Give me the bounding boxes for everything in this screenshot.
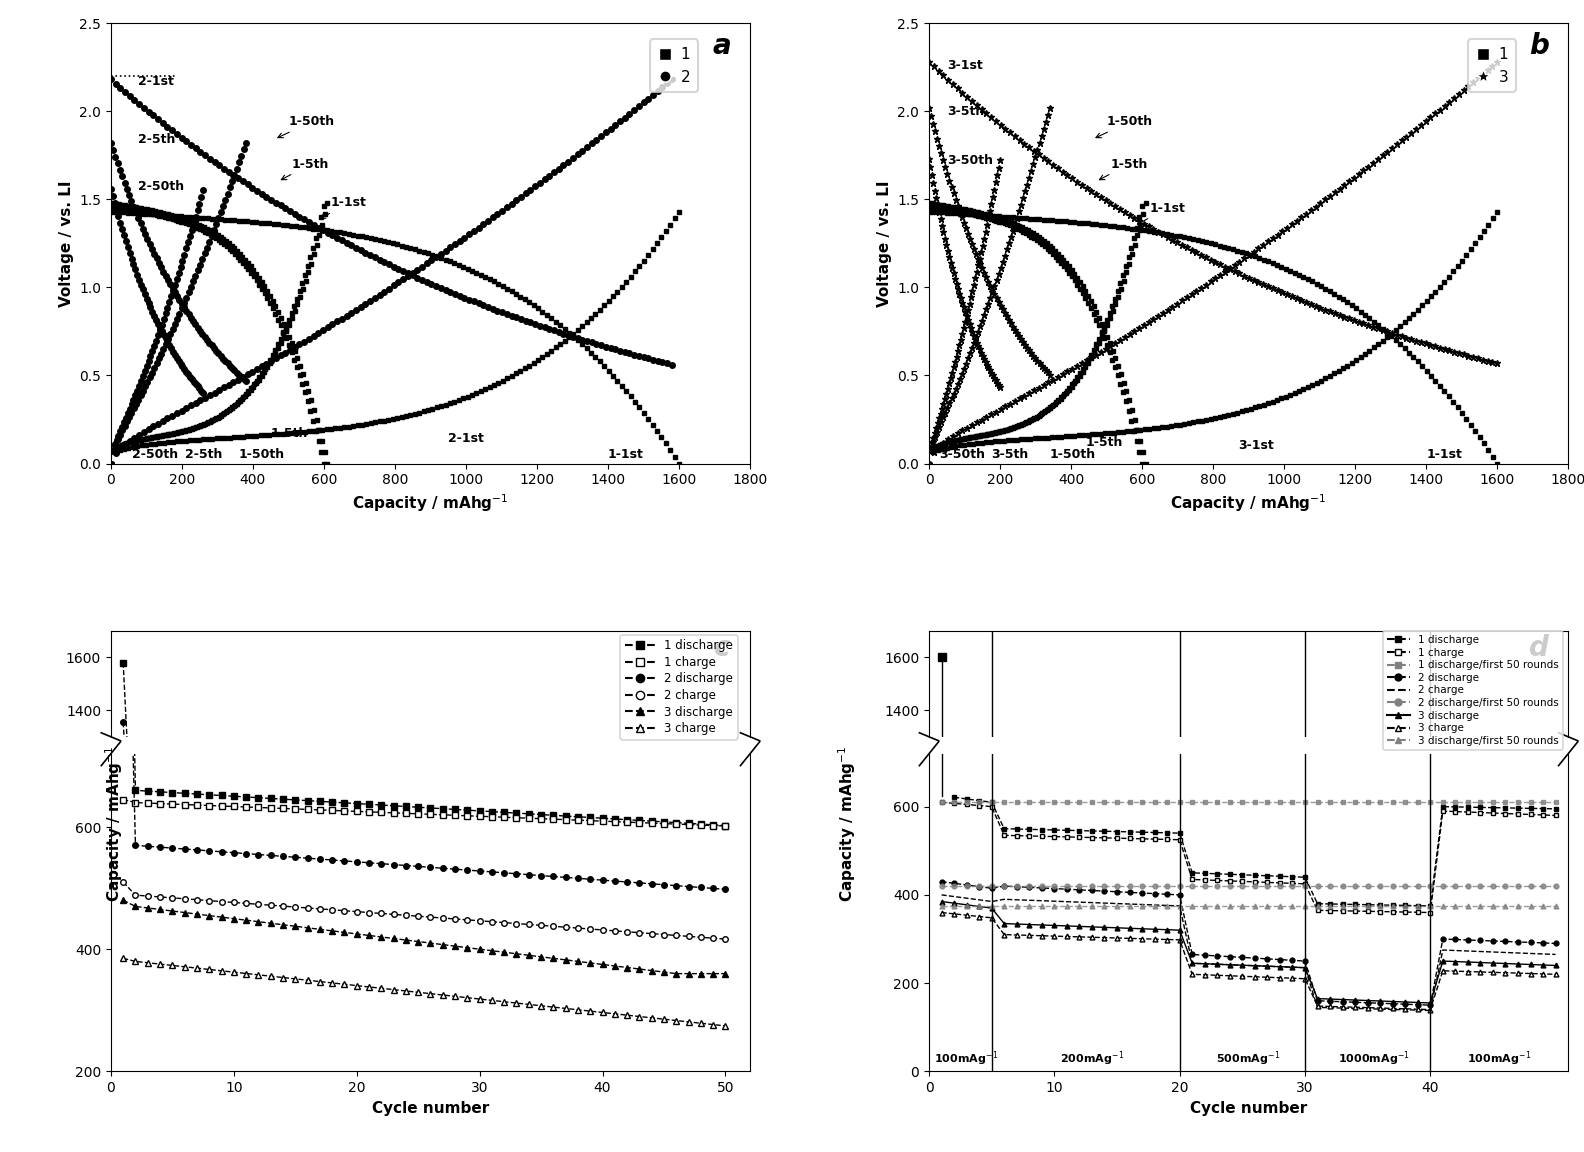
Text: 2-5th: 2-5th (185, 448, 223, 461)
Text: 2-1st: 2-1st (448, 432, 485, 446)
Text: c: c (714, 634, 730, 662)
Text: 1-1st: 1-1st (1426, 448, 1462, 461)
Text: 1-50th: 1-50th (1096, 115, 1153, 138)
Legend: 1, 2: 1, 2 (649, 39, 697, 92)
Text: 3-50th: 3-50th (947, 154, 993, 167)
Text: 2-50th: 2-50th (138, 181, 184, 194)
Text: 100mAg$^{-1}$: 100mAg$^{-1}$ (1467, 1049, 1532, 1068)
X-axis label: Capacity / mAhg$^{-1}$: Capacity / mAhg$^{-1}$ (1171, 493, 1327, 515)
Y-axis label: Voltage / vs. LI: Voltage / vs. LI (876, 180, 892, 306)
Text: 100mAg$^{-1}$: 100mAg$^{-1}$ (935, 1049, 1000, 1068)
Text: 3-50th: 3-50th (939, 448, 985, 461)
Legend: 1, 3: 1, 3 (1468, 39, 1516, 92)
Text: 500mAg$^{-1}$: 500mAg$^{-1}$ (1217, 1049, 1281, 1068)
Text: 1-5th: 1-5th (282, 158, 329, 180)
Text: a: a (713, 32, 730, 60)
Text: d: d (1529, 634, 1549, 662)
Text: Capacity / mAhg$^{-1}$: Capacity / mAhg$^{-1}$ (103, 745, 125, 902)
Text: 1-5th: 1-5th (1085, 435, 1123, 449)
Legend: 1 discharge, 1 charge, 1 discharge/first 50 rounds, 2 discharge, 2 charge, 2 dis: 1 discharge, 1 charge, 1 discharge/first… (1383, 631, 1563, 750)
Text: 1-50th: 1-50th (239, 448, 285, 461)
Text: 3-1st: 3-1st (947, 59, 982, 71)
Text: 1-1st: 1-1st (1139, 202, 1185, 223)
Text: 1000mAg$^{-1}$: 1000mAg$^{-1}$ (1338, 1049, 1410, 1068)
Y-axis label: Voltage / vs. LI: Voltage / vs. LI (59, 180, 73, 306)
Text: 1-50th: 1-50th (1050, 448, 1096, 461)
Text: 1-50th: 1-50th (277, 115, 334, 138)
Text: 1-1st: 1-1st (320, 196, 367, 219)
Text: 1-5th: 1-5th (271, 427, 307, 440)
Text: 1-5th: 1-5th (1099, 158, 1147, 180)
Text: 200mAg$^{-1}$: 200mAg$^{-1}$ (1060, 1049, 1125, 1068)
Legend: 1 discharge, 1 charge, 2 discharge, 2 charge, 3 discharge, 3 charge: 1 discharge, 1 charge, 2 discharge, 2 ch… (621, 635, 738, 740)
Text: 1-1st: 1-1st (608, 448, 643, 461)
Text: 3-5th: 3-5th (992, 448, 1028, 461)
Text: 3-1st: 3-1st (1239, 439, 1274, 453)
X-axis label: Cycle number: Cycle number (1190, 1100, 1307, 1115)
Text: Capacity / mAhg$^{-1}$: Capacity / mAhg$^{-1}$ (836, 745, 859, 902)
Text: 2-5th: 2-5th (138, 132, 174, 146)
X-axis label: Capacity / mAhg$^{-1}$: Capacity / mAhg$^{-1}$ (352, 493, 508, 515)
Text: 3-5th: 3-5th (947, 105, 984, 118)
X-axis label: Cycle number: Cycle number (372, 1100, 489, 1115)
Text: b: b (1529, 32, 1549, 60)
Text: 2-1st: 2-1st (138, 75, 173, 88)
Text: 2-50th: 2-50th (131, 448, 179, 461)
